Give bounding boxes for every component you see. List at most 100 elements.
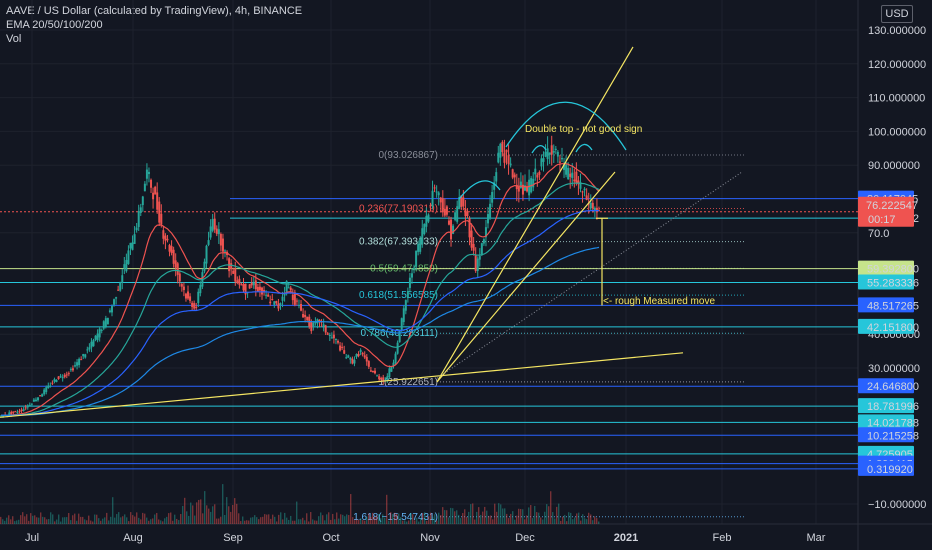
ema-legend: EMA 20/50/100/200 (6, 19, 103, 31)
time-tick-label: Oct (322, 532, 339, 544)
candle-body (300, 303, 303, 311)
volume-bar (194, 515, 196, 524)
candle-body (495, 172, 498, 182)
volume-bar (266, 514, 268, 524)
volume-bar (590, 514, 592, 524)
candle-body (491, 191, 494, 203)
volume-bar (450, 507, 452, 524)
volume-bar (136, 512, 138, 524)
volume-bar (192, 505, 194, 524)
candle-body (517, 187, 520, 192)
volume-bar (264, 514, 266, 524)
dotted-trend-projection (436, 171, 743, 379)
volume-histogram (0, 484, 600, 524)
candle-body (343, 350, 346, 354)
price-level-badge (858, 297, 914, 313)
volume-bar (522, 509, 524, 524)
volume-bar (524, 519, 526, 524)
price-tick-label: 120.000000 (868, 59, 926, 71)
candle-body (493, 182, 496, 190)
volume-bar (558, 503, 560, 524)
volume-bar (8, 515, 10, 524)
candle-body (154, 186, 157, 195)
volume-bar (536, 512, 538, 524)
candle-body (250, 282, 253, 286)
time-tick-label: Feb (713, 532, 732, 544)
volume-bar (30, 513, 32, 524)
candle-body (423, 224, 426, 235)
volume-bar (18, 519, 20, 524)
volume-bar (332, 513, 334, 524)
volume-bar (14, 521, 16, 524)
price-level-badge (858, 460, 914, 476)
volume-bar (130, 512, 132, 524)
volume-bar (398, 513, 400, 524)
volume-bar (12, 516, 14, 524)
price-axis: 130.000000 120.000000 110.000000 100.000000… (858, 25, 926, 511)
candle-body (34, 399, 37, 402)
price-level-badge-label: 42.151800 (867, 322, 919, 334)
volume-bar (540, 517, 542, 524)
volume-bar (142, 512, 144, 524)
candle-body (178, 273, 181, 282)
candle-body (197, 291, 200, 304)
candles (0, 135, 600, 418)
volume-bar (572, 519, 574, 524)
candle-body (443, 208, 446, 216)
volume-bar (290, 515, 292, 524)
candle-body (248, 284, 251, 289)
volume-bar (406, 521, 408, 524)
volume-bar (120, 517, 122, 524)
channel-upper-line (436, 46, 634, 383)
volume-bar (550, 491, 552, 524)
candle-body (199, 285, 202, 294)
candle-body (447, 220, 450, 225)
volume-bar (212, 506, 214, 524)
candle-body (211, 218, 214, 231)
ema-100-line (1, 209, 599, 416)
candle-body (203, 261, 206, 272)
candle-body (28, 404, 31, 406)
candle-body (260, 287, 263, 295)
volume-bar (72, 515, 74, 524)
candle-body (279, 303, 282, 305)
candle-body (172, 249, 175, 264)
volume-bar (222, 484, 224, 524)
candle-body (252, 282, 255, 286)
volume-bar (570, 512, 572, 524)
volume-bar (500, 504, 502, 524)
volume-bar (98, 518, 100, 524)
candle-body (80, 359, 83, 361)
volume-bar (24, 516, 26, 524)
volume-bar (584, 518, 586, 524)
volume-bar (132, 515, 134, 524)
time-tick-label: Nov (420, 532, 440, 544)
volume-bar (184, 497, 186, 524)
candle-body (224, 250, 226, 252)
candle-body (187, 291, 190, 299)
candle-body (219, 233, 222, 246)
volume-bar (110, 516, 112, 524)
volume-bar (116, 514, 118, 524)
volume-bar (96, 514, 98, 524)
volume-bar (228, 506, 230, 524)
candle-body (378, 376, 381, 380)
price-level-badge-label: 59.392800 (867, 264, 919, 276)
currency-button[interactable]: USD (881, 5, 913, 23)
candle-body (585, 195, 588, 200)
volume-bar (56, 519, 58, 524)
candle-body (548, 152, 551, 155)
candle-body (74, 365, 76, 367)
candle-body (357, 353, 360, 357)
candle-body (162, 230, 165, 239)
volume-bar (422, 513, 424, 524)
volume-bar (358, 519, 360, 524)
candle-body (515, 184, 518, 190)
volume-bar (274, 516, 276, 524)
time-tick-label: Jul (25, 532, 39, 544)
volume-bar (404, 520, 406, 524)
volume-bar (248, 520, 250, 524)
time-tick-label: Dec (515, 532, 535, 544)
volume-bar (366, 516, 368, 524)
